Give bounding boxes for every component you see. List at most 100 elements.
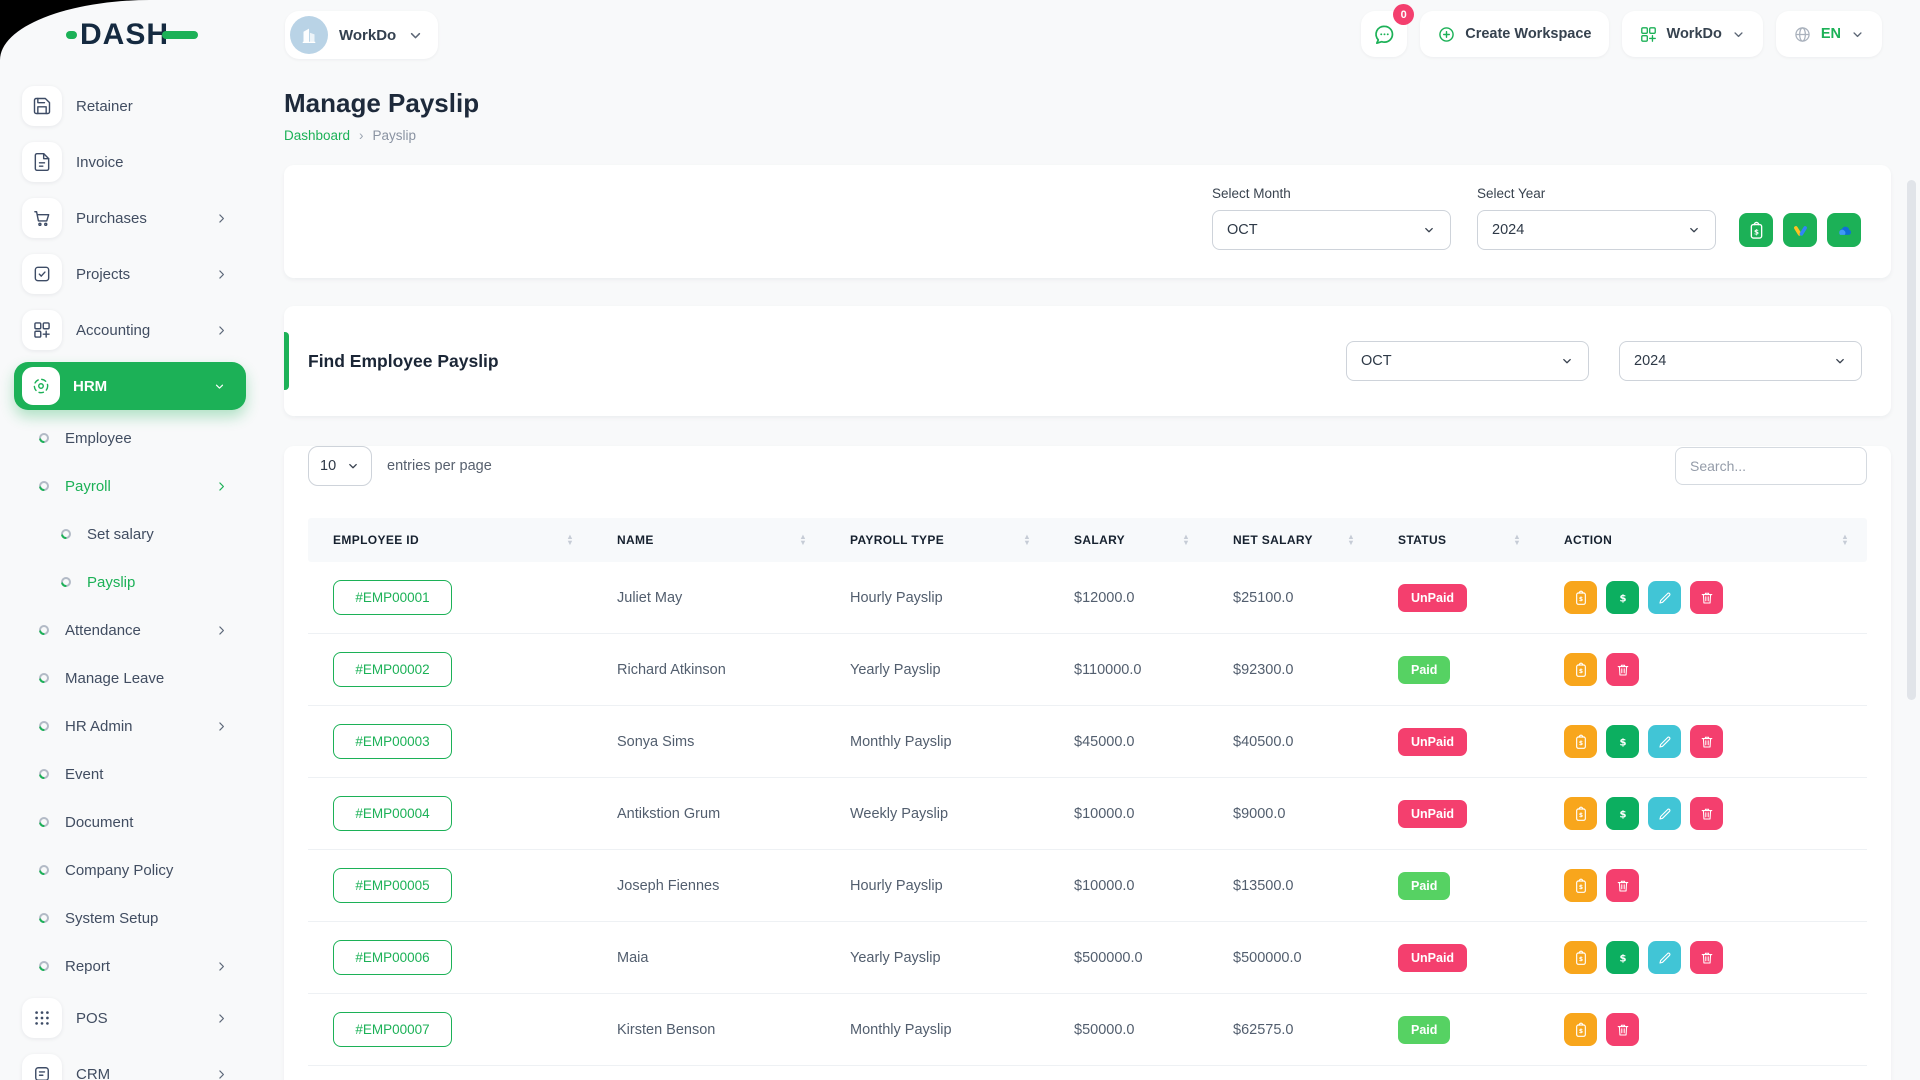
entries-per-page-select[interactable]: 10 [308,446,372,486]
sidebar-item-report[interactable]: Report [0,942,260,990]
delete-button[interactable] [1690,581,1723,614]
create-workspace-button[interactable]: Create Workspace [1420,11,1609,57]
sidebar-item-projects[interactable]: Projects [0,246,260,302]
salary-value: $50000.0 [1074,1021,1135,1038]
find-month-value: OCT [1361,353,1392,369]
employee-id-link[interactable]: #EMP00004 [333,796,452,831]
edit-button[interactable] [1648,941,1681,974]
sidebar-item-pos[interactable]: POS [0,990,260,1046]
row-actions: $ $ [1539,797,1867,830]
sidebar-item-payroll[interactable]: Payroll [0,462,260,510]
search-input[interactable] [1675,447,1867,485]
find-month-select[interactable]: OCT [1346,341,1589,381]
sidebar-item-invoice[interactable]: Invoice [0,134,260,190]
column-header-name[interactable]: NAME ▲ ▼ [617,531,807,547]
payslip-filter-card: Select Month OCT Select Year 2024 $ [284,165,1891,278]
svg-text:$: $ [1578,740,1582,747]
google-drive-export-button[interactable] [1783,213,1817,247]
employee-id-link[interactable]: #EMP00002 [333,652,452,687]
delete-button[interactable] [1690,725,1723,758]
sidebar-item-document[interactable]: Document [0,798,260,846]
employee-id-link[interactable]: #EMP00003 [333,724,452,759]
payslip-button[interactable]: $ [1564,653,1597,686]
sidebar-item-manage-leave[interactable]: Manage Leave [0,654,260,702]
workdo-menu-label: WorkDo [1666,26,1722,42]
google-drive-icon [1791,221,1810,240]
payroll-type: Weekly Payslip [850,805,949,822]
row-actions: $ [1539,869,1867,902]
net-salary-value: $40500.0 [1233,733,1294,750]
language-selector[interactable]: EN [1775,11,1882,57]
sidebar-item-attendance[interactable]: Attendance [0,606,260,654]
column-header-payroll-type[interactable]: PAYROLL TYPE ▲ ▼ [850,531,1031,547]
employee-id-link[interactable]: #EMP00005 [333,868,452,903]
sidebar-item-employee[interactable]: Employee [0,414,260,462]
column-header-net-salary[interactable]: NET SALARY ▲ ▼ [1233,531,1355,547]
sidebar-item-accounting[interactable]: Accounting [0,302,260,358]
employee-id-link[interactable]: #EMP00006 [333,940,452,975]
payslip-button[interactable]: $ [1564,1013,1597,1046]
sidebar-item-payslip[interactable]: Payslip [0,558,260,606]
year-select[interactable]: 2024 [1477,210,1716,250]
breadcrumb-dashboard-link[interactable]: Dashboard [284,128,351,143]
edit-button[interactable] [1648,725,1681,758]
employee-id-link[interactable]: #EMP00001 [333,580,452,615]
payslip-button[interactable]: $ [1564,797,1597,830]
delete-button[interactable] [1606,653,1639,686]
payslip-button[interactable]: $ [1564,725,1597,758]
pos-icon [22,998,62,1038]
month-select[interactable]: OCT [1212,210,1451,250]
payslip-button[interactable]: $ [1564,581,1597,614]
edit-button[interactable] [1648,581,1681,614]
make-payment-button[interactable]: $ [1606,941,1639,974]
find-year-select[interactable]: 2024 [1619,341,1862,381]
sidebar-item-label: Payslip [87,573,136,591]
workdo-menu-button[interactable]: WorkDo [1621,11,1763,57]
column-header-employee-id[interactable]: EMPLOYEE ID ▲ ▼ [333,531,574,547]
salary-value: $110000.0 [1074,661,1142,678]
column-header-status[interactable]: STATUS ▲ ▼ [1398,531,1521,547]
delete-button[interactable] [1606,1013,1639,1046]
make-payment-button[interactable]: $ [1606,797,1639,830]
sidebar-item-system-setup[interactable]: System Setup [0,894,260,942]
sidebar-item-retainer[interactable]: Retainer [0,78,260,134]
brand-logo[interactable]: DASH [66,20,199,50]
onedrive-export-button[interactable] [1827,213,1861,247]
payslip-button[interactable]: $ [1564,941,1597,974]
payslip-button[interactable]: $ [1564,869,1597,902]
net-salary-value: $500000.0 [1233,949,1302,966]
sidebar-item-purchases[interactable]: Purchases [0,190,260,246]
sidebar-item-event[interactable]: Event [0,750,260,798]
employee-id-link[interactable]: #EMP00007 [333,1012,452,1047]
sidebar-item-hrm[interactable]: HRM [14,362,246,410]
scrollbar-thumb[interactable] [1907,180,1916,700]
workspace-switcher[interactable]: WorkDo [285,11,439,59]
page-scrollbar[interactable] [1907,70,1917,1074]
column-header-salary[interactable]: SALARY ▲ ▼ [1074,531,1190,547]
svg-text:$: $ [1578,956,1582,963]
sort-icon: ▲ ▼ [1841,531,1849,547]
sort-icon: ▲ ▼ [1513,531,1521,547]
bullet-icon [60,528,72,540]
bullet-icon [38,816,50,828]
chat-icon [1373,23,1396,46]
delete-button[interactable] [1690,797,1723,830]
sidebar-item-hr-admin[interactable]: HR Admin [0,702,260,750]
edit-button[interactable] [1648,797,1681,830]
make-payment-button[interactable]: $ [1606,581,1639,614]
sidebar-item-company-policy[interactable]: Company Policy [0,846,260,894]
pencil-icon [1657,590,1673,606]
column-header-action[interactable]: ACTION ▲ ▼ [1564,531,1849,547]
delete-button[interactable] [1606,869,1639,902]
make-payment-button[interactable]: $ [1606,725,1639,758]
bulk-payment-button[interactable]: $ [1739,213,1773,247]
sidebar-item-crm[interactable]: CRM [0,1046,260,1080]
sidebar-item-set-salary[interactable]: Set salary [0,510,260,558]
workspace-name: WorkDo [339,26,397,44]
row-actions: $ $ [1539,941,1867,974]
clipboard-dollar-icon: $ [1573,1022,1589,1038]
delete-button[interactable] [1690,941,1723,974]
svg-text:$: $ [1578,668,1582,675]
messages-button[interactable]: 0 [1361,4,1415,57]
select-month-field: Select Month OCT [1212,186,1451,250]
